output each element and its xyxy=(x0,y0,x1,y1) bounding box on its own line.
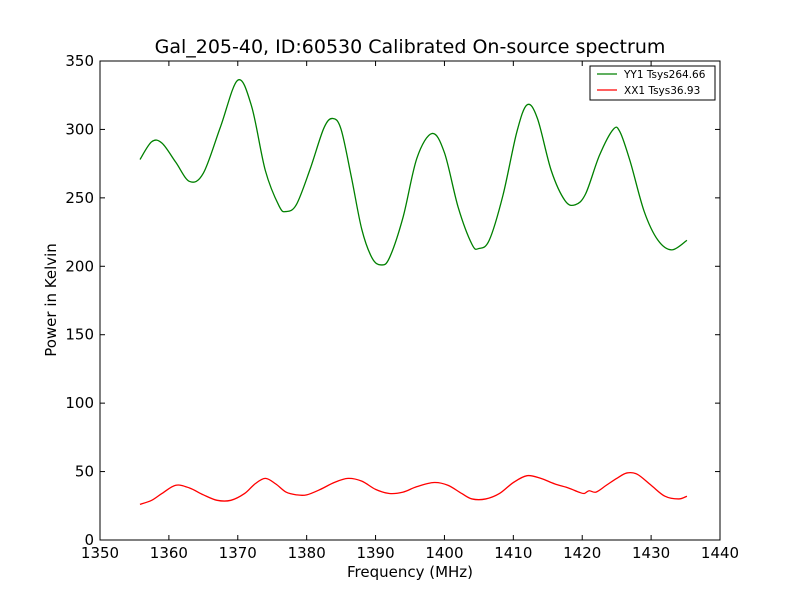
y-tick-label: 100 xyxy=(65,394,94,412)
x-tick-label: 1380 xyxy=(288,544,326,562)
y-tick-label: 300 xyxy=(65,120,94,138)
x-tick-label: 1420 xyxy=(563,544,601,562)
x-tick-label: 1440 xyxy=(701,544,739,562)
y-axis-label: Power in Kelvin xyxy=(42,243,60,357)
y-tick-label: 200 xyxy=(65,257,94,275)
axes-frame xyxy=(99,60,721,541)
x-axis-label: Frequency (MHz) xyxy=(347,563,473,581)
series-line-1 xyxy=(139,79,688,266)
legend-label-2: XX1 Tsys36.93 xyxy=(624,85,700,97)
x-tick-label: 1410 xyxy=(494,544,532,562)
x-tick-label: 1360 xyxy=(150,544,188,562)
y-tick-label: 0 xyxy=(84,531,94,549)
legend-box xyxy=(589,65,716,101)
legend-label-1: YY1 Tsys264.66 xyxy=(623,69,706,81)
x-tick-label: 1390 xyxy=(356,544,394,562)
x-tick-label: 1400 xyxy=(425,544,463,562)
plot-area: 1350 1360 1370 1380 1390 1400 1410 1420 1430 1440… xyxy=(65,52,739,562)
series-line-2 xyxy=(139,471,688,506)
y-tick-label: 250 xyxy=(65,189,94,207)
x-tick-label: 1370 xyxy=(219,544,257,562)
y-tick-label: 50 xyxy=(75,463,94,481)
chart-title: Gal_205-40, ID:60530 Calibrated On-sourc… xyxy=(155,36,666,58)
legend: YY1 Tsys264.66 XX1 Tsys36.93 xyxy=(589,65,716,101)
x-tick-label: 1430 xyxy=(632,544,670,562)
y-tick-label: 150 xyxy=(65,326,94,344)
y-tick-label: 350 xyxy=(65,52,94,70)
x-tick-label: 1350 xyxy=(81,544,119,562)
